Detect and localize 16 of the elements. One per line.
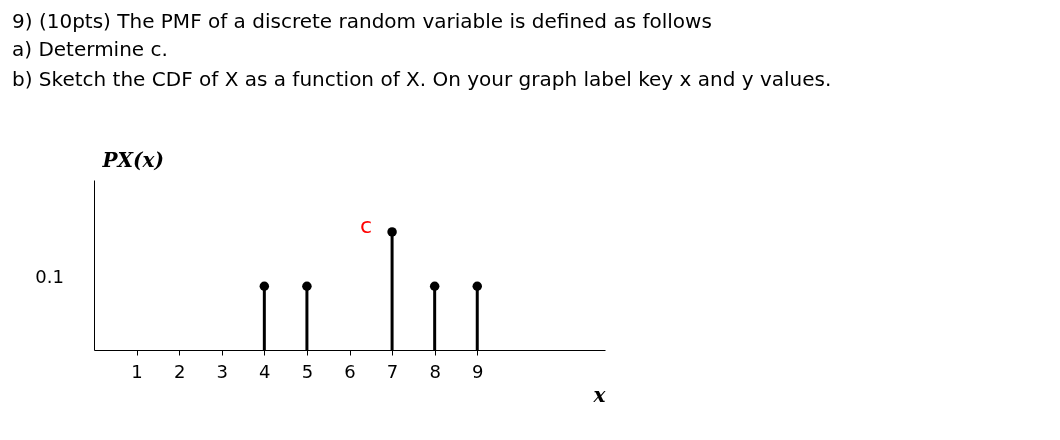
y-axis-title: PX(x) — [101, 147, 164, 172]
x-tick-label: 2 — [173, 360, 186, 382]
text: 0.1 — [35, 266, 64, 287]
x-tick-label: 8 — [429, 360, 441, 382]
x-tick-label: 5 — [301, 360, 314, 382]
x-tick-label: 4 — [259, 360, 271, 382]
x-axis-title: x — [592, 382, 607, 407]
text: a) Determine c. — [12, 37, 168, 61]
x-tick-label: 9 — [472, 360, 484, 382]
x-tick-label: 7 — [386, 360, 399, 382]
text: b) Sketch the CDF of X as a function of X. On your graph label key x and y values. — [12, 67, 832, 91]
x-tick-label: 3 — [216, 360, 228, 382]
x-tick-label: 6 — [344, 360, 356, 382]
x-tick-label: 1 — [131, 360, 143, 382]
chart-title: 9) (10pts) The PMF of a discrete random variable is defined as follows — [12, 9, 712, 33]
annotation: c — [360, 212, 373, 238]
